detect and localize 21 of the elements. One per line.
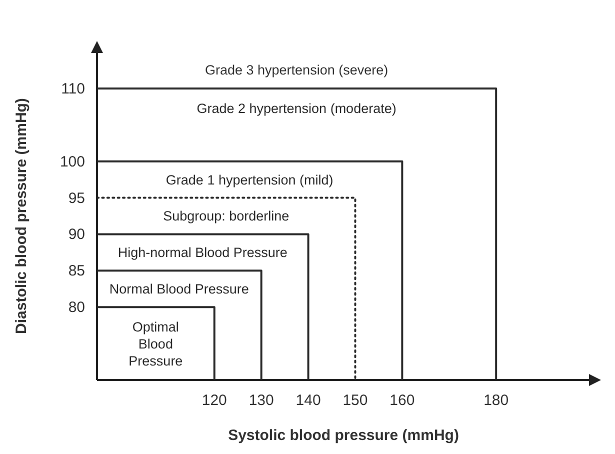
x-tick-label: 180 — [484, 392, 509, 409]
x-axis-title: Systolic blood pressure (mmHg) — [228, 427, 459, 444]
series-label: Grade 1 hypertension (mild) — [166, 172, 334, 188]
x-tick-label: 120 — [202, 392, 227, 409]
series-label: Normal Blood Pressure — [109, 282, 249, 297]
series-label: Grade 2 hypertension (moderate) — [196, 101, 396, 116]
series-label: High-normal Blood Pressure — [118, 245, 288, 260]
x-tick-label: 150 — [342, 392, 368, 409]
y-tick-label: 100 — [60, 153, 85, 170]
y-axis-title: Diastolic blood pressure (mmHg) — [13, 98, 30, 334]
x-tick-label: 160 — [390, 392, 415, 409]
y-tick-label: 80 — [68, 299, 85, 316]
x-tick-label: 140 — [296, 392, 321, 409]
y-tick-label: 110 — [61, 80, 85, 98]
annotation: Grade 3 hypertension (severe) — [205, 62, 388, 78]
y-tick-label: 85 — [68, 262, 85, 280]
y-tick-label: 90 — [68, 226, 85, 244]
y-tick-label: 95 — [68, 190, 85, 207]
series-label: Optimal Blood Pressure — [128, 319, 183, 368]
x-tick-label: 130 — [248, 392, 274, 409]
series-label: Subgroup: borderline — [163, 208, 290, 224]
